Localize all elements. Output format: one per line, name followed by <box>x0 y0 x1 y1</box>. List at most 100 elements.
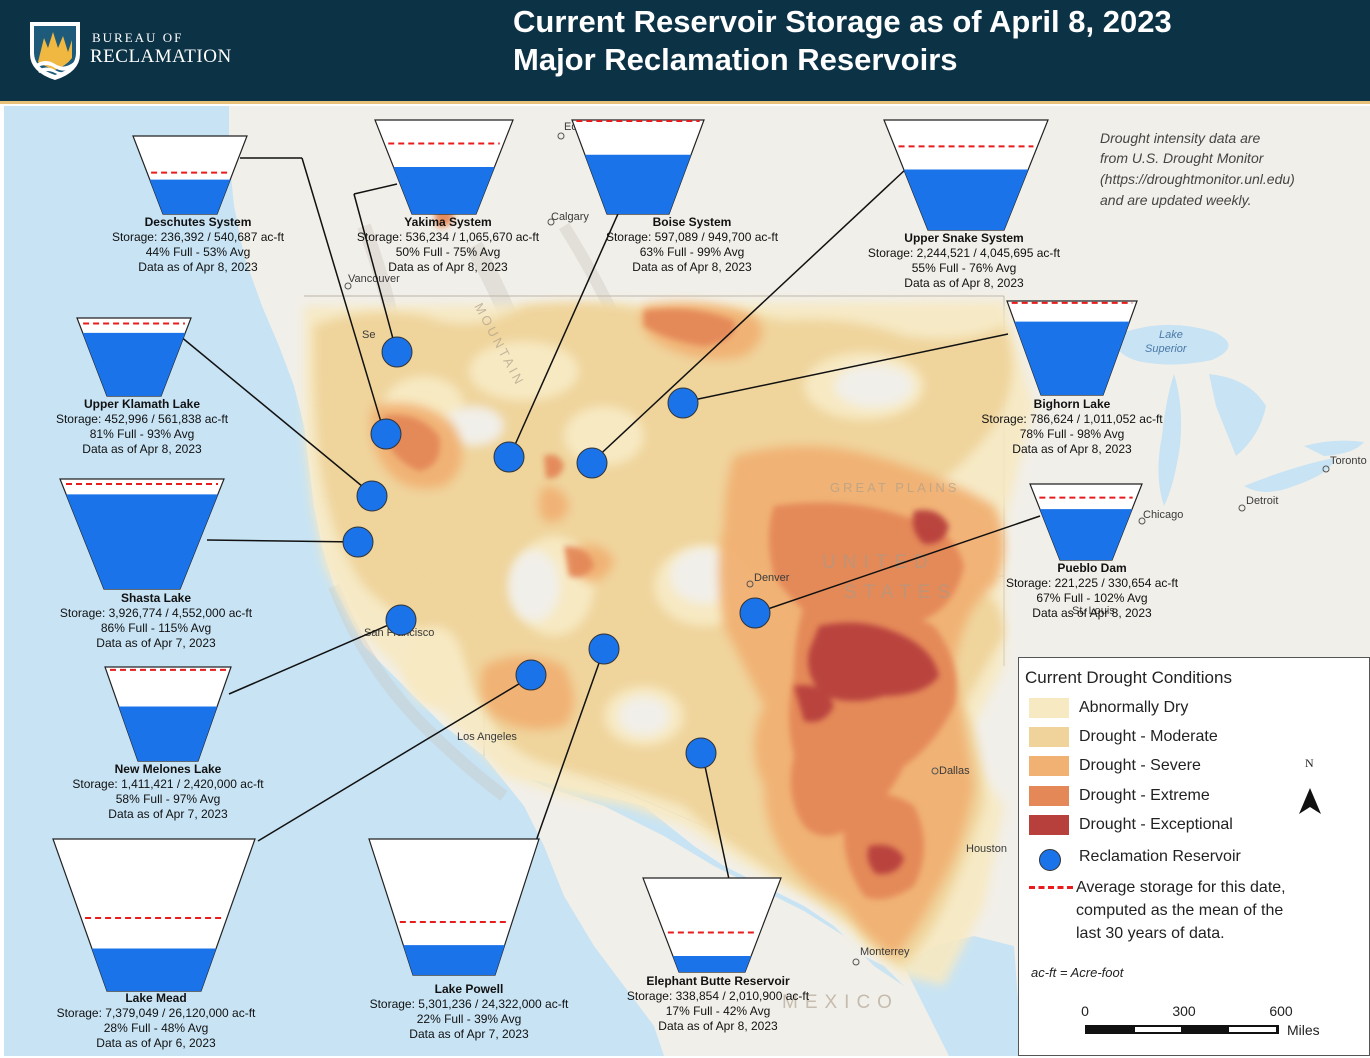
legend-swatch <box>1029 756 1069 776</box>
scale-bar-segment <box>1229 1027 1276 1032</box>
reservoir-label-elephant-butte: Elephant Butte Reservoir Storage: 338,85… <box>627 974 810 1033</box>
legend-graphics: 0 300 600 Miles <box>1081 788 1321 1038</box>
svg-text:Monterrey: Monterrey <box>860 946 910 958</box>
svg-text:Lake: Lake <box>1159 329 1183 341</box>
svg-text:Storage: 452,996 / 561,838 ac-: Storage: 452,996 / 561,838 ac-ft <box>56 412 229 426</box>
svg-text:Pueblo Dam: Pueblo Dam <box>1057 561 1126 575</box>
reservoir-gauge <box>642 877 782 973</box>
gauge-water-fill <box>66 494 218 589</box>
reservoir-markers <box>342 336 771 769</box>
scale-bar <box>1085 1025 1279 1034</box>
lake-huron <box>1209 374 1266 456</box>
svg-text:Data as of Apr 8, 2023: Data as of Apr 8, 2023 <box>904 276 1024 290</box>
svg-text:UNITED: UNITED <box>822 552 935 573</box>
reservoir-marker[interactable] <box>685 737 717 769</box>
reservoir-gauge <box>52 838 256 992</box>
legend-label: Drought - Moderate <box>1079 728 1218 745</box>
lake-superior <box>1114 324 1229 365</box>
lake-michigan <box>1158 374 1182 506</box>
svg-text:Dallas: Dallas <box>939 765 970 777</box>
reservoir-gauge <box>59 478 225 590</box>
svg-text:Lake Mead: Lake Mead <box>125 991 186 1005</box>
svg-text:Upper Klamath Lake: Upper Klamath Lake <box>84 397 200 411</box>
reservoir-marker[interactable] <box>515 659 547 691</box>
reservoir-marker[interactable] <box>385 604 417 636</box>
svg-text:81% Full - 93% Avg: 81% Full - 93% Avg <box>90 427 195 441</box>
legend-item-moderate: Drought - Moderate <box>1029 726 1218 748</box>
svg-text:(https://droughtmonitor.unl.ed: (https://droughtmonitor.unl.edu) <box>1100 171 1295 187</box>
reservoir-gauge <box>368 838 540 976</box>
legend: 0 300 600 Miles Current Drought Conditio… <box>1018 657 1370 1056</box>
reservoir-marker[interactable] <box>356 480 388 512</box>
legend-label: Abnormally Dry <box>1079 699 1189 716</box>
reservoir-label-bighorn: Bighorn Lake Storage: 786,624 / 1,011,05… <box>981 397 1163 456</box>
reservoir-circle-icon <box>1039 849 1061 871</box>
svg-text:Data as of Apr 7, 2023: Data as of Apr 7, 2023 <box>96 636 216 650</box>
reservoir-marker[interactable] <box>739 597 771 629</box>
svg-text:Data as of Apr 8, 2023: Data as of Apr 8, 2023 <box>82 442 202 456</box>
svg-text:Yakima System: Yakima System <box>404 215 491 229</box>
scale-label-max: 600 <box>1269 1003 1293 1019</box>
north-arrow-icon <box>1299 788 1321 814</box>
svg-text:STATES: STATES <box>844 582 957 603</box>
svg-text:Storage: 536,234 / 1,065,670 a: Storage: 536,234 / 1,065,670 ac-ft <box>357 230 540 244</box>
svg-text:Storage: 5,301,236 / 24,322,00: Storage: 5,301,236 / 24,322,000 ac-ft <box>370 997 569 1011</box>
average-line-icon <box>1029 886 1073 889</box>
svg-text:New Melones Lake: New Melones Lake <box>115 762 222 776</box>
svg-text:86% Full - 115% Avg: 86% Full - 115% Avg <box>101 621 211 635</box>
reservoir-gauge <box>76 317 192 397</box>
reservoir-gauge <box>104 666 232 762</box>
legend-label: Drought - Severe <box>1079 757 1201 774</box>
drought-map[interactable]: Edmonton Calgary Vancouver Se Lake Super… <box>4 106 1370 1056</box>
north-label: N <box>1305 756 1314 770</box>
reservoir-gauge <box>374 119 514 215</box>
legend-average-line3: last 30 years of data. <box>1076 925 1225 942</box>
reservoir-label-upper-klamath: Upper Klamath Lake Storage: 452,996 / 56… <box>56 397 229 456</box>
reservoir-label-pueblo: Pueblo Dam Storage: 221,225 / 330,654 ac… <box>1006 561 1179 620</box>
reservoir-marker[interactable] <box>493 441 525 473</box>
reservoir-marker[interactable] <box>667 387 699 419</box>
header-rule <box>0 101 1370 104</box>
reservoir-marker[interactable] <box>370 418 402 450</box>
lake-ontario <box>1304 440 1364 456</box>
page-subtitle: Major Reclamation Reservoirs <box>513 42 958 77</box>
svg-text:Storage: 7,379,049 / 26,120,00: Storage: 7,379,049 / 26,120,000 ac-ft <box>57 1006 256 1020</box>
scale-bar-segment <box>1135 1027 1181 1032</box>
svg-text:Se: Se <box>362 329 375 341</box>
gauge-water-fill <box>672 956 752 972</box>
svg-text:Storage: 597,089 / 949,700 ac-: Storage: 597,089 / 949,700 ac-ft <box>606 230 779 244</box>
svg-text:Storage: 3,926,774 / 4,552,000: Storage: 3,926,774 / 4,552,000 ac-ft <box>60 606 253 620</box>
header-banner <box>0 0 1370 104</box>
reservoir-gauges <box>52 119 1143 992</box>
reservoir-marker[interactable] <box>576 447 608 479</box>
gauge-water-fill <box>82 332 186 396</box>
legend-swatch <box>1029 727 1069 747</box>
svg-text:67% Full - 102% Avg: 67% Full - 102% Avg <box>1036 591 1147 605</box>
reservoir-marker[interactable] <box>342 526 374 558</box>
svg-text:Superior: Superior <box>1145 343 1188 355</box>
leader-lines <box>179 157 1041 885</box>
svg-text:Data as of Apr 8, 2023: Data as of Apr 8, 2023 <box>632 260 752 274</box>
acre-foot-note: ac-ft = Acre-foot <box>1031 965 1124 980</box>
gauge-water-fill <box>393 167 495 214</box>
agency-logo-icon <box>30 22 80 80</box>
svg-text:Drought intensity data are: Drought intensity data are <box>1100 130 1261 146</box>
svg-text:Data as of Apr 8, 2023: Data as of Apr 8, 2023 <box>388 260 508 274</box>
gauge-water-fill <box>403 945 505 975</box>
page-title: Current Reservoir Storage as of April 8,… <box>513 4 1172 39</box>
reservoir-label-new-melones: New Melones Lake Storage: 1,411,421 / 2,… <box>72 762 264 821</box>
legend-item-abnormally-dry: Abnormally Dry <box>1029 697 1188 719</box>
reservoir-marker[interactable] <box>588 633 620 665</box>
no-drought-patches <box>444 364 914 736</box>
svg-text:Shasta Lake: Shasta Lake <box>121 591 191 605</box>
svg-text:MEXICO: MEXICO <box>782 992 899 1013</box>
legend-label: Drought - Exceptional <box>1079 816 1233 833</box>
gauge-water-fill <box>149 179 231 214</box>
reservoir-marker[interactable] <box>381 336 413 368</box>
legend-average-line1: Average storage for this date, <box>1076 879 1286 896</box>
svg-text:44% Full - 53% Avg: 44% Full - 53% Avg <box>146 245 251 259</box>
svg-text:Data as of Apr 8, 2023: Data as of Apr 8, 2023 <box>138 260 258 274</box>
reservoir-label-lake-powell: Lake Powell Storage: 5,301,236 / 24,322,… <box>370 982 569 1041</box>
reservoir-label-yakima: Yakima System Storage: 536,234 / 1,065,6… <box>357 215 540 274</box>
gauge-water-fill <box>903 169 1029 230</box>
